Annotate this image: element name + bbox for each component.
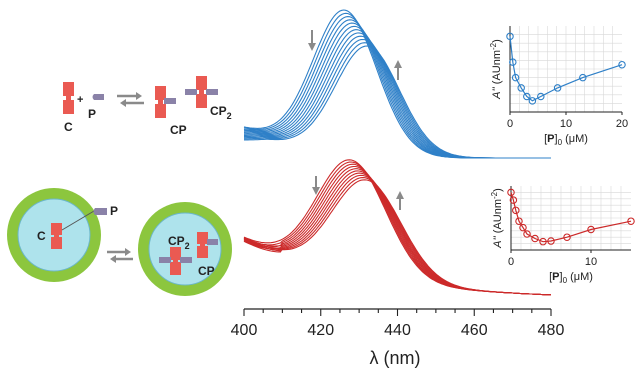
inset-point (515, 217, 523, 225)
x-tick-label: 460 (461, 322, 488, 339)
scheme-free: C + P CP CP2 (63, 76, 232, 137)
inset-y-label-main: A'' (492, 235, 504, 248)
inset-point (509, 196, 518, 204)
equilibrium-arrows-icon (117, 92, 144, 107)
x-axis: 400 420 440 460 480 (231, 308, 565, 339)
inset-x-tick-label: 10 (560, 118, 572, 130)
inset-point (563, 233, 571, 241)
inset-point (537, 92, 545, 101)
equilibrium-arrows-vesicle-icon (107, 248, 133, 263)
spectra-top-curve (243, 9, 551, 159)
spectra-top-curve (244, 45, 551, 159)
inset-bottom: 0 10A'' (AUnm-2)[P]0 (μM) (490, 186, 635, 285)
vesicle-right-icon (138, 202, 232, 296)
ligand-p-vesicle-icon (93, 208, 107, 215)
spectra-top-curve (244, 32, 551, 159)
inset-point (511, 73, 520, 82)
spectra-top (243, 9, 551, 159)
inset-point (506, 32, 514, 41)
x-tick-label: 400 (231, 322, 258, 339)
molecule-c-icon (63, 82, 74, 114)
inset-x-tick-label: 0 (508, 256, 514, 268)
label-cp2: CP2 (210, 104, 232, 121)
inset-y-label-exp: -2 (489, 42, 498, 50)
label-cp2-base: CP (210, 104, 227, 118)
inset-point (539, 237, 547, 246)
inset-x-tick-label: 20 (616, 118, 628, 130)
inset-point (547, 237, 555, 245)
x-tick-label: 480 (538, 322, 565, 339)
inset-point (587, 225, 595, 234)
inset-point (579, 73, 587, 82)
inset-x-label-bold: P (547, 133, 554, 145)
label-p-vesicle: P (110, 204, 118, 218)
inset-y-label-main: A'' (491, 86, 503, 99)
x-axis-label: λ (nm) (370, 348, 421, 368)
inset-point (523, 230, 531, 238)
label-cp-vesicle: CP (198, 264, 215, 278)
vesicle-left-icon (7, 188, 101, 282)
inset-y-label: A'' (AUnm-2) (489, 39, 503, 100)
inset-x-tick-label: 10 (585, 256, 597, 268)
inset-x-label-bold: P (552, 271, 559, 283)
inset-y-label: A'' (AUnm-2) (490, 188, 504, 249)
arrow-down-top-icon (308, 30, 316, 51)
label-cp2-vesicle: CP2 (168, 234, 190, 251)
inset-y-label-unit: (AUnm (492, 199, 504, 236)
scheme-vesicle: C P CP2 CP (7, 188, 232, 296)
inset-x-label-sub: 0 (563, 276, 568, 285)
arrow-up-bottom-icon (396, 191, 404, 210)
inset-point (618, 60, 626, 69)
inset-point (523, 92, 531, 101)
inset-x-label-open: [ (544, 133, 547, 145)
inset-point (507, 188, 515, 197)
complex-cp-icon (155, 86, 176, 118)
inset-top: 0 10 20A'' (AUnm-2)[P]0 (μM) (489, 26, 628, 147)
inset-point (528, 97, 537, 105)
inset-x-label: [P]0 (μM) (544, 133, 588, 147)
spectra-bottom-curve (243, 179, 552, 296)
label-cp2-vesicle-base: CP (168, 234, 185, 248)
inset-x-label-open: [ (549, 271, 552, 283)
inset-fit-line (510, 192, 632, 243)
inset-point (553, 84, 562, 92)
label-cp2-vesicle-sub: 2 (185, 241, 190, 251)
label-plus: + (77, 94, 83, 106)
label-cp2-sub: 2 (227, 111, 232, 121)
label-p: P (88, 107, 96, 121)
inset-point (531, 234, 539, 243)
label-c: C (64, 120, 73, 134)
trend-arrows (308, 30, 404, 210)
inset-x-tick-label: 0 (507, 118, 513, 130)
inset-x-label-close: ] (560, 271, 563, 283)
inset-x-label-close: ] (555, 133, 558, 145)
inset-point (512, 206, 520, 215)
inset-y-label-unit: (AUnm (491, 50, 503, 87)
arrow-down-bottom-icon (312, 176, 320, 195)
label-c-vesicle: C (37, 229, 46, 243)
complex-cp2-icon (185, 76, 218, 108)
x-tick-label: 420 (307, 322, 334, 339)
spectra-bottom (243, 159, 552, 296)
inset-point (517, 84, 525, 92)
inset-x-label: [P]0 (μM) (549, 271, 593, 285)
inset-point (519, 223, 527, 232)
inset-point (627, 217, 635, 225)
inset-x-label-sub: 0 (558, 138, 563, 147)
ligand-p-icon (92, 94, 104, 100)
inset-y-label-exp: -2 (490, 191, 499, 199)
inset-point (509, 58, 517, 66)
label-cp: CP (170, 123, 187, 137)
inset-y-label-close: ) (491, 39, 503, 43)
x-tick-label: 440 (384, 322, 411, 339)
inset-x-label-unit: (μM) (562, 133, 588, 145)
inset-y-label-close: ) (492, 188, 504, 192)
arrow-up-top-icon (394, 60, 402, 80)
inset-x-label-unit: (μM) (567, 271, 593, 283)
